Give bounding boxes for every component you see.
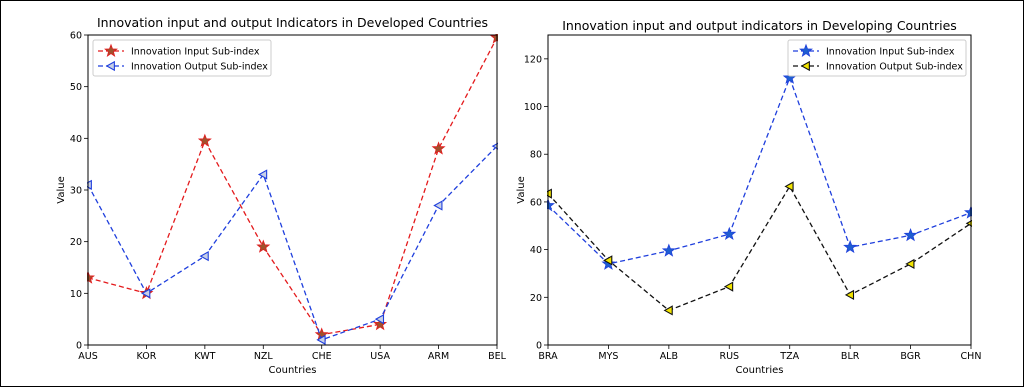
- legend: Innovation Input Sub-index Innovation Out…: [787, 39, 967, 77]
- x-tick-label: AUS: [78, 351, 97, 362]
- y-axis-label: Value: [516, 176, 527, 203]
- y-tick-label: 60: [70, 31, 82, 42]
- x-tick-label: ALB: [660, 351, 678, 362]
- data-point: [141, 288, 151, 299]
- series-line: [547, 185, 972, 312]
- legend-marker: [105, 60, 115, 72]
- data-point: [316, 334, 326, 345]
- x-tick-label: BEL: [488, 351, 507, 362]
- legend-box: [787, 39, 967, 77]
- series-line: [87, 145, 498, 341]
- legend-marker: [104, 43, 118, 57]
- x-tick-label: BGR: [900, 351, 921, 362]
- plot-area: [547, 70, 972, 316]
- y-tick-label: 0: [536, 341, 542, 352]
- legend-label: Innovation Output Sub-index: [131, 62, 268, 73]
- chart-1: Innovation input and output Indicators i…: [56, 15, 507, 376]
- data-point: [433, 200, 443, 211]
- legend-label: Innovation Input Sub-index: [826, 47, 955, 58]
- x-tick-label: MYS: [598, 351, 618, 362]
- x-tick-label: KWT: [194, 351, 215, 362]
- legend-marker: [799, 43, 813, 57]
- y-tick-label: 40: [530, 245, 542, 256]
- y-tick-label: 20: [70, 237, 82, 248]
- data-point: [723, 281, 734, 292]
- plot-area: [87, 34, 498, 345]
- y-tick-label: 40: [70, 134, 82, 145]
- data-point: [256, 239, 271, 253]
- chart-title: Innovation input and output indicators i…: [562, 18, 957, 33]
- data-point: [903, 227, 918, 242]
- y-tick-label: 0: [76, 341, 82, 352]
- x-tick-label: ARM: [428, 351, 449, 362]
- y-tick-label: 100: [524, 102, 542, 113]
- legend-label: Innovation Output Sub-index: [826, 62, 963, 73]
- x-tick-label: CHE: [312, 351, 332, 362]
- legend-box: [92, 39, 272, 77]
- data-point: [722, 226, 737, 241]
- data-point: [601, 256, 616, 270]
- chart-title: Innovation input and output Indicators i…: [97, 15, 488, 30]
- data-point: [431, 141, 446, 155]
- data-point: [603, 255, 613, 266]
- data-point: [373, 316, 388, 331]
- data-point: [844, 289, 855, 301]
- x-tick-label: KOR: [137, 351, 157, 362]
- x-tick-label: BRA: [538, 351, 558, 362]
- plot-frame: [547, 34, 972, 346]
- x-tick-label: TZA: [779, 351, 799, 362]
- plot-frame: [87, 34, 498, 346]
- x-tick-label: NZL: [254, 351, 274, 362]
- y-tick-label: 50: [70, 82, 82, 93]
- y-axis-label: Value: [56, 176, 67, 203]
- series-line: [547, 76, 972, 265]
- y-tick-label: 10: [70, 289, 82, 300]
- x-tick-label: CHN: [961, 351, 982, 362]
- data-point: [199, 250, 209, 262]
- data-point: [197, 133, 212, 147]
- data-point: [663, 305, 673, 316]
- y-tick-label: 120: [524, 54, 542, 65]
- data-point: [257, 169, 268, 180]
- legend-marker: [800, 60, 810, 72]
- chart-2: Innovation input and output indicators i…: [516, 18, 981, 376]
- data-point: [661, 243, 676, 257]
- y-tick-label: 30: [70, 186, 82, 197]
- x-axis-label: Countries: [269, 365, 317, 376]
- data-point: [374, 314, 385, 325]
- y-tick-label: 60: [530, 197, 542, 208]
- data-point: [784, 181, 794, 192]
- x-tick-label: RUS: [719, 351, 739, 362]
- y-tick-label: 80: [530, 150, 542, 161]
- legend: Innovation Input Sub-index Innovation Out…: [92, 39, 272, 77]
- data-point: [843, 239, 858, 254]
- x-tick-label: USA: [370, 351, 390, 362]
- x-axis-label: Countries: [736, 365, 784, 376]
- y-tick-label: 20: [530, 293, 542, 304]
- x-tick-label: BLR: [841, 351, 860, 362]
- legend-label: Innovation Input Sub-index: [131, 47, 260, 58]
- data-point: [905, 258, 915, 270]
